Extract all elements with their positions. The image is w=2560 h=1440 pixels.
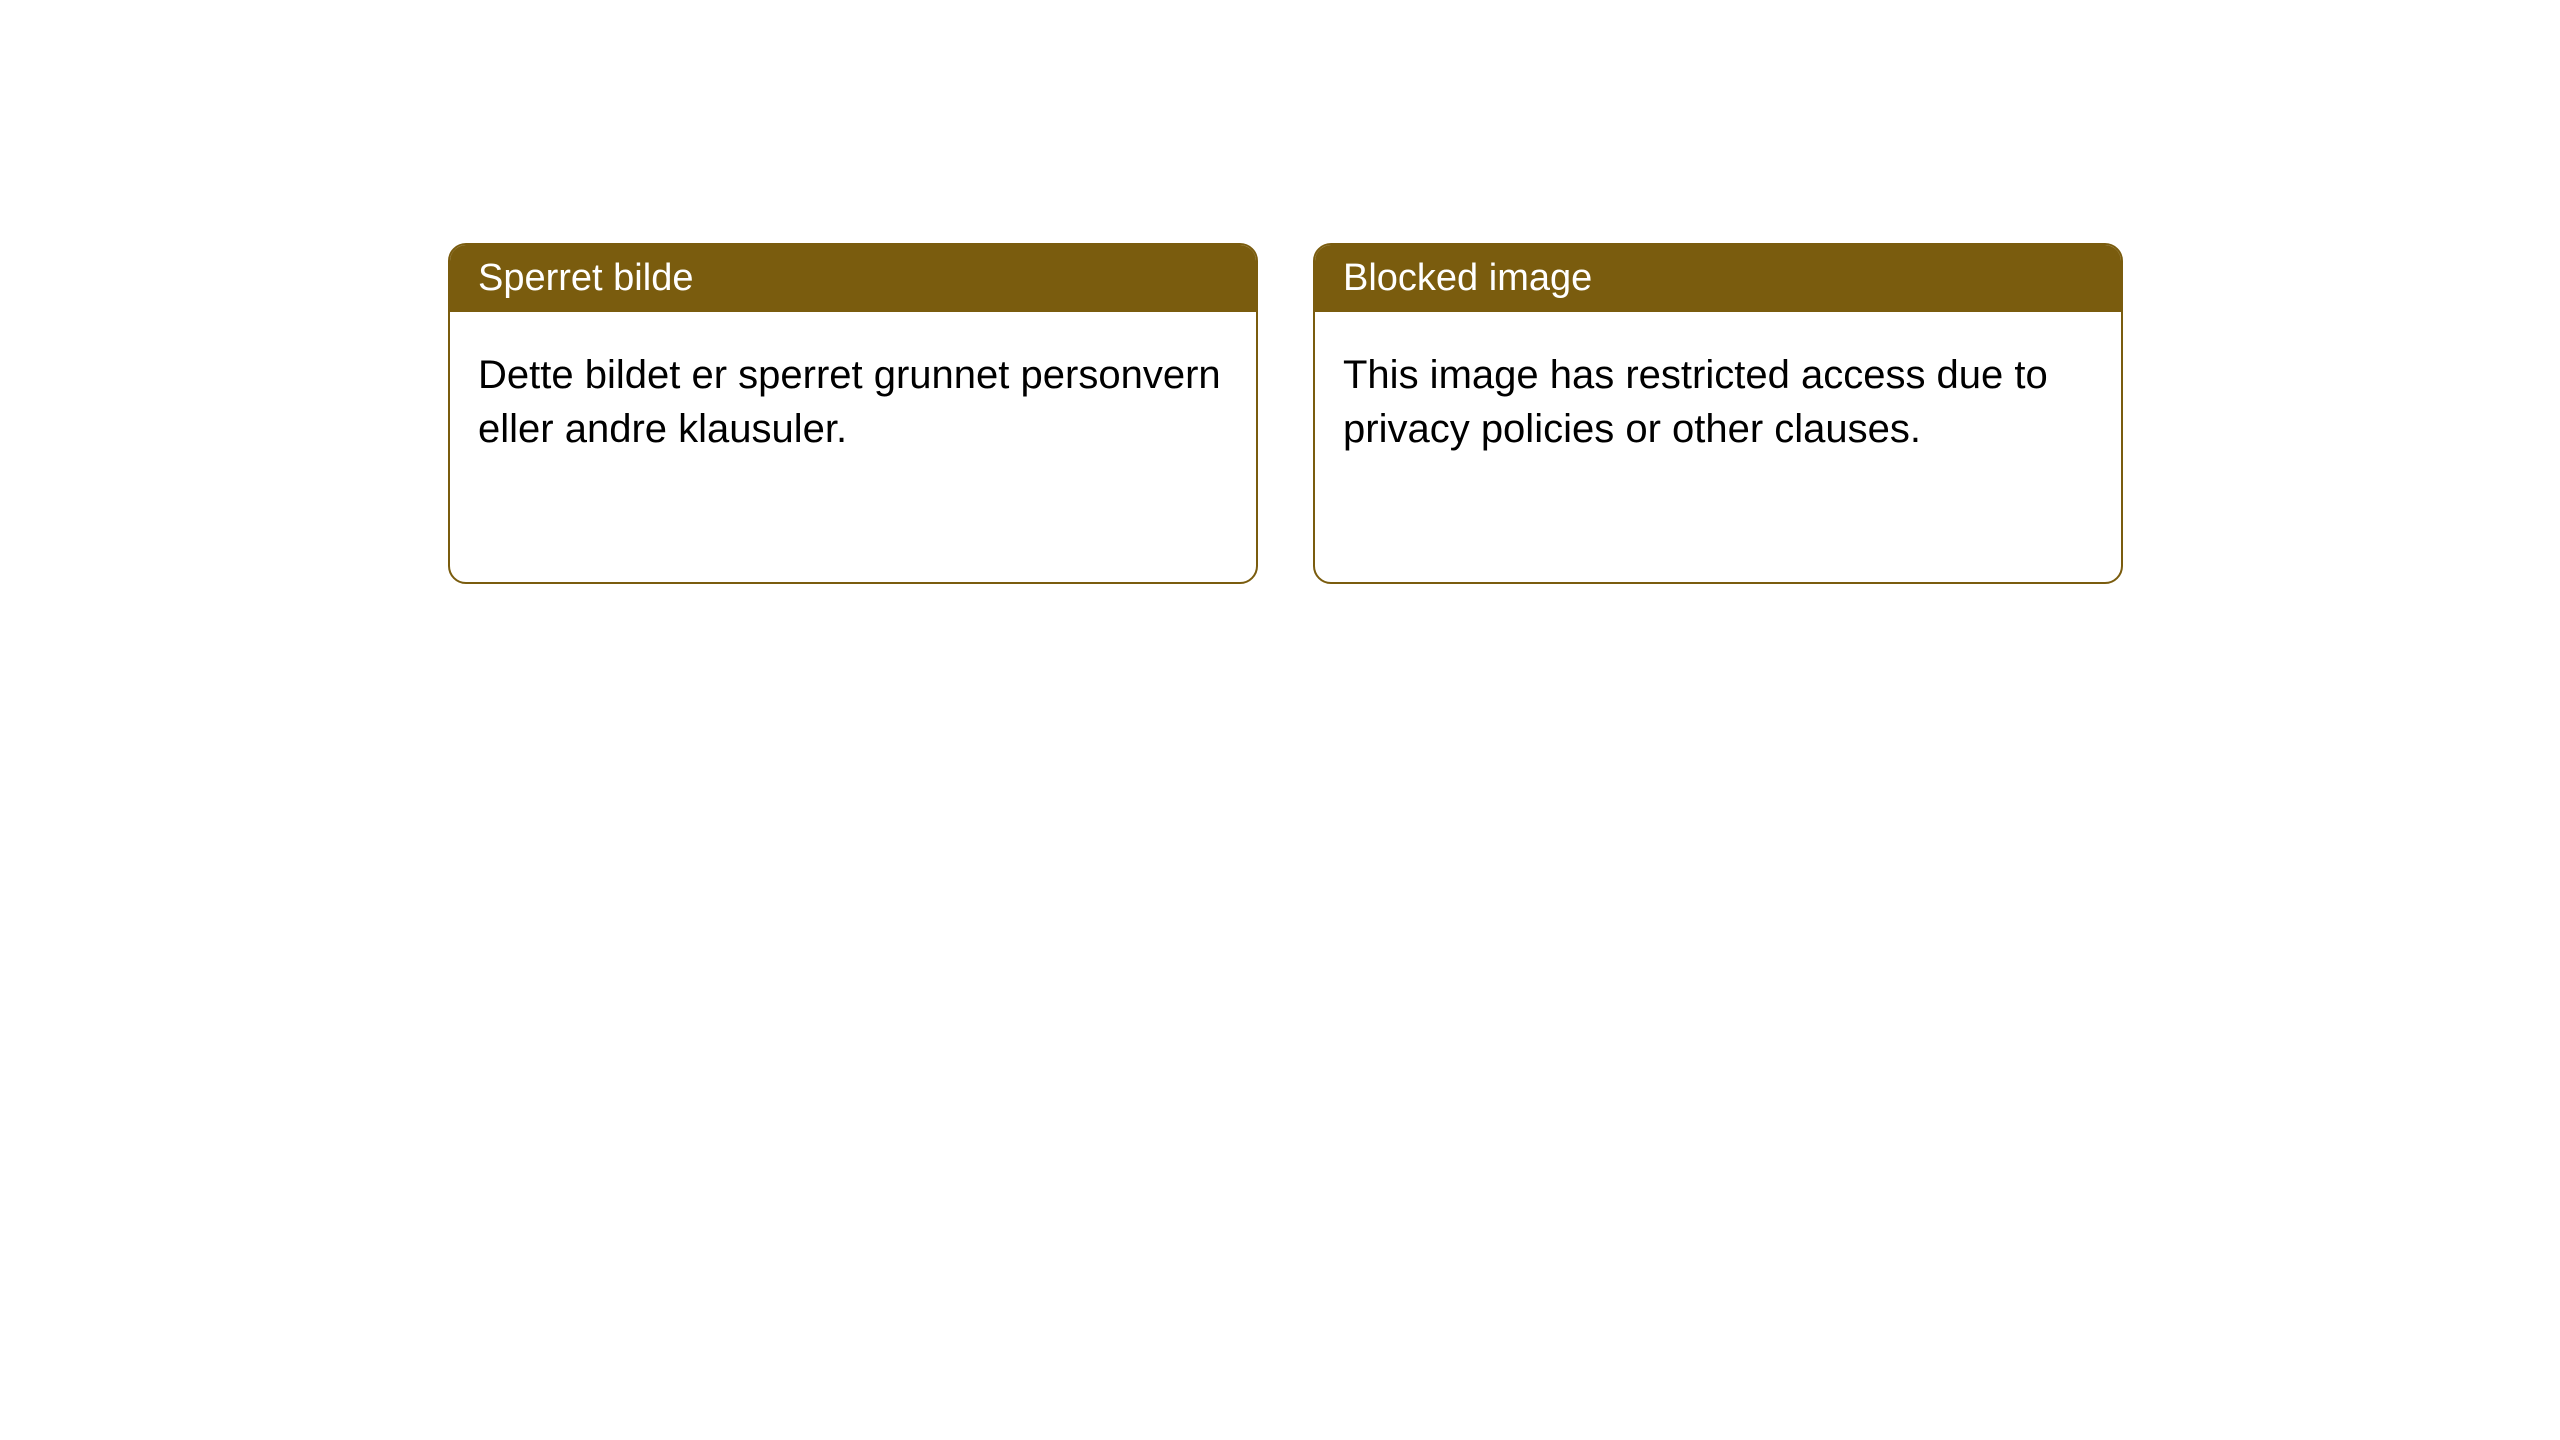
notice-box-english: Blocked image This image has restricted … <box>1313 243 2123 584</box>
notice-header: Sperret bilde <box>450 245 1256 312</box>
notice-body-text: This image has restricted access due to … <box>1315 312 2121 582</box>
notice-body-text: Dette bildet er sperret grunnet personve… <box>450 312 1256 582</box>
notice-header: Blocked image <box>1315 245 2121 312</box>
notice-container: Sperret bilde Dette bildet er sperret gr… <box>448 243 2123 584</box>
notice-box-norwegian: Sperret bilde Dette bildet er sperret gr… <box>448 243 1258 584</box>
